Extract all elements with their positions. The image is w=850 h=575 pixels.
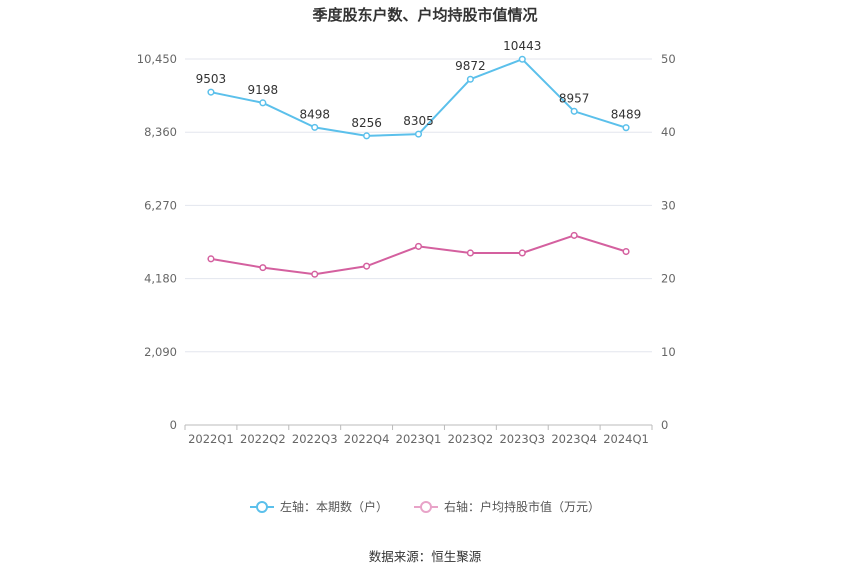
data-label: 8489	[611, 108, 642, 122]
chart-title: 季度股东户数、户均持股市值情况	[312, 6, 538, 24]
right-axis-tick-label: 0	[661, 418, 668, 432]
left-axis-tick-label: 4,180	[144, 272, 177, 286]
data-point[interactable]	[311, 123, 319, 131]
x-axis-tick-label: 2023Q3	[499, 432, 545, 446]
right-axis-tick-label: 30	[661, 198, 676, 212]
x-axis-tick-label: 2022Q3	[292, 432, 338, 446]
data-point[interactable]	[311, 270, 319, 278]
left-axis-tick-label: 2,090	[144, 345, 177, 359]
source-note: 数据来源：恒生聚源	[368, 549, 482, 564]
data-label: 9198	[248, 83, 279, 97]
left-axis-tick-label: 0	[170, 418, 177, 432]
data-point[interactable]	[259, 264, 267, 272]
data-labels: 9503 9198 8498 8256 8305 9872 10443 8957 8489	[196, 39, 642, 130]
right-axis-tick-label: 10	[661, 345, 676, 359]
data-label: 8498	[299, 107, 330, 121]
data-point[interactable]	[518, 249, 526, 257]
data-label: 8305	[403, 114, 434, 128]
legend-swatch-households	[249, 500, 274, 513]
data-point[interactable]	[622, 247, 630, 256]
data-point[interactable]	[414, 130, 423, 138]
data-label: 8256	[351, 116, 382, 130]
series-layer	[207, 55, 630, 278]
data-point[interactable]	[363, 262, 371, 270]
x-axis-tick-label: 2022Q2	[240, 432, 286, 446]
data-point[interactable]	[414, 242, 423, 250]
series-line-1	[210, 234, 627, 276]
data-point[interactable]	[570, 231, 578, 239]
x-axis-tick-label: 2024Q1	[603, 432, 649, 446]
axes: 0 2,090 4,180 6,270 8,360 10,450 0 10 20 30 40 50 20…	[137, 52, 676, 446]
right-axis-tick-label: 20	[661, 272, 676, 286]
legend-item-households[interactable]: 左轴：本期数（户）	[249, 498, 388, 515]
right-axis-tick-label: 40	[661, 125, 676, 139]
legend-swatch-avg-value	[414, 500, 438, 513]
legend-label-households: 左轴：本期数（户）	[279, 500, 388, 514]
data-point[interactable]	[207, 255, 215, 263]
data-point[interactable]	[466, 249, 474, 257]
data-point[interactable]	[259, 99, 267, 107]
data-point[interactable]	[622, 124, 630, 132]
data-label: 9503	[196, 72, 227, 86]
data-point[interactable]	[466, 75, 474, 83]
x-axis-tick-label: 2023Q2	[448, 432, 494, 446]
data-label: 8957	[559, 91, 590, 105]
data-point[interactable]	[207, 88, 215, 96]
left-axis-tick-label: 6,270	[144, 198, 177, 212]
data-label: 9872	[455, 59, 486, 73]
data-point[interactable]	[363, 132, 371, 140]
x-axis-tick-label: 2022Q4	[344, 432, 390, 446]
data-point[interactable]	[570, 107, 578, 115]
right-axis-tick-label: 50	[661, 52, 676, 66]
data-label: 10443	[503, 39, 541, 53]
x-axis-tick-label: 2022Q1	[188, 432, 234, 446]
legend-label-avg-value: 右轴：户均持股市值（万元）	[444, 500, 601, 514]
data-point[interactable]	[518, 55, 526, 63]
legend-item-avg-value[interactable]: 右轴：户均持股市值（万元）	[414, 498, 600, 515]
legend: 左轴：本期数（户） 右轴：户均持股市值（万元）	[0, 498, 850, 515]
left-axis-tick-label: 8,360	[144, 125, 177, 139]
x-axis-tick-label: 2023Q1	[396, 432, 442, 446]
left-axis-tick-label: 10,450	[137, 52, 177, 66]
x-axis-tick-label: 2023Q4	[551, 432, 597, 446]
